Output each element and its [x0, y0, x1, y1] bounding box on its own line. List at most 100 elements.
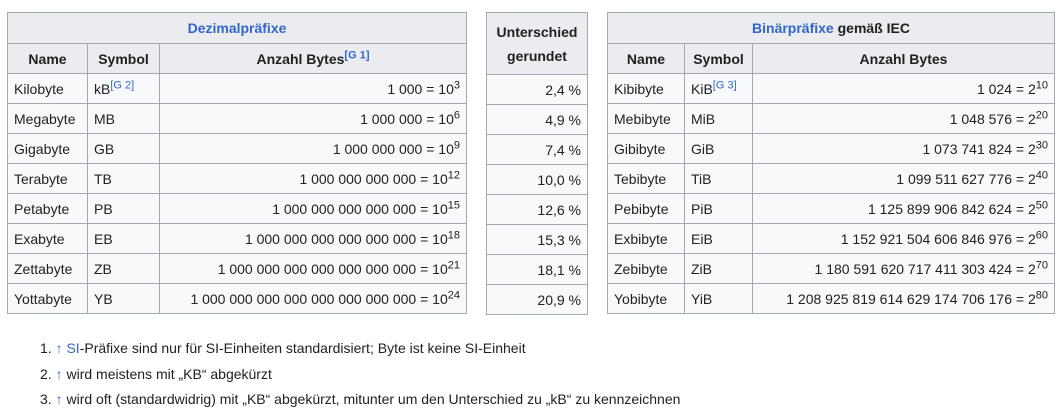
col-header-bytes: Anzahl Bytes[G 1] — [159, 43, 467, 74]
table-row: Zettabyte ZB 1 000 000 000 000 000 000 000… — [7, 253, 467, 284]
unit-symbol: PiB — [684, 193, 753, 224]
backlink-arrow[interactable]: ↑ — [55, 340, 67, 356]
difference-value: 15,3 % — [486, 224, 588, 255]
unit-symbol-text: PB — [94, 200, 113, 217]
unit-name: Petabyte — [7, 193, 88, 224]
unit-symbol: PB — [87, 193, 160, 224]
byte-count-text: 1 073 741 824 = 2 — [922, 140, 1036, 157]
unit-symbol: EB — [87, 223, 160, 254]
unit-name: Tebibyte — [607, 163, 685, 194]
table-row: 15,3 % — [486, 224, 588, 255]
exponent: 40 — [1035, 168, 1048, 181]
difference-value: 4,9 % — [486, 104, 588, 135]
col-header-bytes: Anzahl Bytes — [752, 43, 1055, 74]
unit-name: Yottabyte — [7, 283, 88, 314]
byte-count-text: 1 125 899 906 842 624 = 2 — [867, 200, 1036, 217]
byte-count: 1 000 000 000 000 000 = 1015 — [159, 193, 467, 224]
unit-symbol-text: EiB — [691, 230, 713, 247]
difference-value: 18,1 % — [486, 254, 588, 285]
byte-count: 1 000 = 103 — [159, 73, 467, 104]
table-row: Tebibyte TiB 1 099 511 627 776 = 240 — [607, 163, 1055, 194]
byte-count-text: 1 208 925 819 614 629 174 706 176 = 2 — [786, 290, 1036, 307]
unit-symbol: YB — [87, 283, 160, 314]
unit-name: Zettabyte — [7, 253, 88, 284]
table-row: Gibibyte GiB 1 073 741 824 = 230 — [607, 133, 1055, 164]
byte-count: 1 099 511 627 776 = 240 — [752, 163, 1055, 194]
unit-symbol: EiB — [684, 223, 753, 254]
table-row: 20,9 % — [486, 284, 588, 315]
unit-symbol: TB — [87, 163, 160, 194]
exponent: 18 — [447, 228, 460, 241]
footnote-number: 3. — [40, 391, 56, 407]
unit-symbol-text: GiB — [691, 140, 715, 157]
unit-symbol-text: PiB — [691, 200, 713, 217]
unit-symbol-text: MB — [94, 110, 115, 127]
byte-count: 1 000 000 000 000 000 000 = 1018 — [159, 223, 467, 254]
unit-symbol-text: GB — [94, 140, 115, 157]
footnote-item: 2. ↑ wird meistens mit „KB“ abgekürzt — [40, 362, 680, 388]
footnote-text: wird meistens mit „KB“ abgekürzt — [66, 365, 272, 382]
table-row: Pebibyte PiB 1 125 899 906 842 624 = 250 — [607, 193, 1055, 224]
exponent: 3 — [453, 78, 460, 91]
si-link[interactable]: SI — [66, 340, 80, 356]
table-row: Mebibyte MiB 1 048 576 = 220 — [607, 103, 1055, 134]
unit-symbol-text: MiB — [691, 110, 716, 127]
exponent: 24 — [447, 288, 460, 301]
unit-name: Kilobyte — [7, 73, 88, 104]
unit-symbol-text: kB — [94, 80, 111, 97]
unit-symbol-text: YiB — [691, 290, 713, 307]
unit-symbol: ZiB — [684, 253, 753, 284]
byte-count: 1 000 000 = 106 — [159, 103, 467, 134]
unit-name: Zebibyte — [607, 253, 685, 284]
table-row: Zebibyte ZiB 1 180 591 620 717 411 303 424… — [607, 253, 1055, 284]
footnote-text: wird oft (standardwidrig) mit „KB“ abgek… — [66, 391, 681, 407]
byte-count-text: 1 048 576 = 2 — [949, 110, 1036, 127]
decimal-prefixes-link[interactable]: Dezimalpräfixe — [187, 20, 287, 36]
unit-symbol: YiB — [684, 283, 753, 314]
table-row: Exbibyte EiB 1 152 921 504 606 846 976 = 2… — [607, 223, 1055, 254]
table-row: 18,1 % — [486, 254, 588, 285]
table-row: Yottabyte YB 1 000 000 000 000 000 000 000… — [7, 283, 467, 314]
footnotes-list: 1. ↑ SI-Präfixe sind nur für SI-Einheite… — [40, 336, 680, 413]
exponent: 10 — [1035, 78, 1048, 91]
table-row: Petabyte PB 1 000 000 000 000 000 = 1015 — [7, 193, 467, 224]
byte-count: 1 073 741 824 = 230 — [752, 133, 1055, 164]
table-row: 7,4 % — [486, 134, 588, 165]
byte-count-text: 1 099 511 627 776 = 2 — [896, 170, 1036, 187]
footnote-ref-g1[interactable]: [G 1] — [344, 48, 370, 61]
unit-name: Gibibyte — [607, 133, 685, 164]
footnote-ref[interactable]: [G 3] — [712, 78, 737, 91]
difference-value: 10,0 % — [486, 164, 588, 195]
footnote-item: 1. ↑ SI-Präfixe sind nur für SI-Einheite… — [40, 336, 680, 362]
table-row: Terabyte TB 1 000 000 000 000 = 1012 — [7, 163, 467, 194]
exponent: 21 — [447, 258, 460, 271]
unit-name: Mebibyte — [607, 103, 685, 134]
table-row: 2,4 % — [486, 74, 588, 105]
exponent: 20 — [1035, 108, 1048, 121]
byte-count: 1 000 000 000 000 000 000 000 = 1021 — [159, 253, 467, 284]
unit-symbol: GiB — [684, 133, 753, 164]
byte-count: 1 180 591 620 717 411 303 424 = 270 — [752, 253, 1055, 284]
difference-value: 12,6 % — [486, 194, 588, 225]
col-header-name: Name — [7, 43, 88, 74]
table-row: Kibibyte KiB[G 3] 1 024 = 210 — [607, 73, 1055, 104]
footnote-item: 3. ↑ wird oft (standardwidrig) mit „KB“ … — [40, 387, 680, 413]
unit-symbol: KiB[G 3] — [684, 73, 753, 104]
unit-name: Terabyte — [7, 163, 88, 194]
unit-symbol-text: TB — [94, 170, 112, 187]
binary-prefixes-link[interactable]: Binärpräfixe — [752, 20, 834, 36]
unit-symbol-text: ZB — [94, 260, 112, 277]
backlink-arrow[interactable]: ↑ — [55, 365, 67, 382]
byte-count: 1 000 000 000 000 000 000 000 000 = 1024 — [159, 283, 467, 314]
unit-name: Pebibyte — [607, 193, 685, 224]
footnote-ref[interactable]: [G 2] — [110, 78, 135, 91]
difference-value: 2,4 % — [486, 74, 588, 105]
backlink-arrow[interactable]: ↑ — [55, 391, 67, 407]
unit-name: Kibibyte — [607, 73, 685, 104]
col-header-symbol: Symbol — [87, 43, 160, 74]
byte-count-text: 1 000 000 000 000 = 10 — [299, 170, 448, 187]
exponent: 80 — [1035, 288, 1048, 301]
unit-symbol-text: KiB — [691, 80, 713, 97]
unit-name: Megabyte — [7, 103, 88, 134]
difference-value: 20,9 % — [486, 284, 588, 315]
